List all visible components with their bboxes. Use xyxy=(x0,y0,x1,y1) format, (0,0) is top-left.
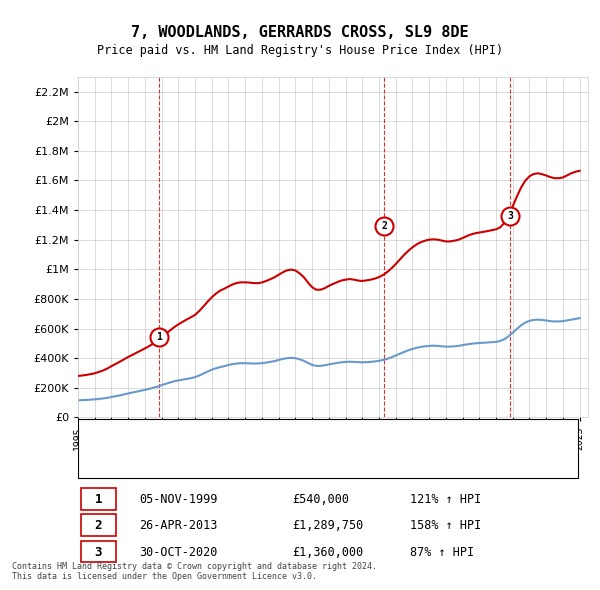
FancyBboxPatch shape xyxy=(80,514,116,536)
Text: HPI: Average price, detached house, Buckinghamshire: HPI: Average price, detached house, Buck… xyxy=(145,451,463,461)
Text: 7, WOODLANDS, GERRARDS CROSS, SL9 8DE (detached house): 7, WOODLANDS, GERRARDS CROSS, SL9 8DE (d… xyxy=(145,428,482,438)
Text: £1,289,750: £1,289,750 xyxy=(292,519,364,532)
Text: 05-NOV-1999: 05-NOV-1999 xyxy=(139,493,218,506)
Text: 1: 1 xyxy=(156,332,162,342)
Text: 3: 3 xyxy=(507,211,513,221)
Text: 26-APR-2013: 26-APR-2013 xyxy=(139,519,218,532)
Text: 7, WOODLANDS, GERRARDS CROSS, SL9 8DE: 7, WOODLANDS, GERRARDS CROSS, SL9 8DE xyxy=(131,25,469,40)
Text: 2: 2 xyxy=(382,221,387,231)
Text: 3: 3 xyxy=(95,546,102,559)
Text: Contains HM Land Registry data © Crown copyright and database right 2024.
This d: Contains HM Land Registry data © Crown c… xyxy=(12,562,377,581)
FancyBboxPatch shape xyxy=(80,540,116,562)
Text: 2: 2 xyxy=(95,519,102,532)
Text: Price paid vs. HM Land Registry's House Price Index (HPI): Price paid vs. HM Land Registry's House … xyxy=(97,44,503,57)
FancyBboxPatch shape xyxy=(78,419,578,478)
Text: 121% ↑ HPI: 121% ↑ HPI xyxy=(409,493,481,506)
Text: £1,360,000: £1,360,000 xyxy=(292,546,364,559)
Text: 158% ↑ HPI: 158% ↑ HPI xyxy=(409,519,481,532)
Text: 1: 1 xyxy=(95,493,102,506)
Text: 30-OCT-2020: 30-OCT-2020 xyxy=(139,546,218,559)
Text: £540,000: £540,000 xyxy=(292,493,349,506)
Text: 87% ↑ HPI: 87% ↑ HPI xyxy=(409,546,473,559)
FancyBboxPatch shape xyxy=(80,488,116,510)
